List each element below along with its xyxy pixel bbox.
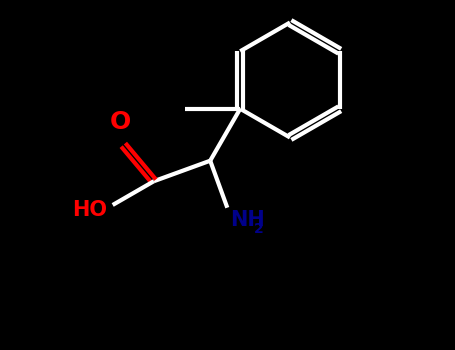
Text: NH: NH [230, 210, 264, 230]
Text: HO: HO [72, 200, 106, 220]
Text: 2: 2 [254, 222, 263, 236]
Text: O: O [110, 110, 131, 134]
